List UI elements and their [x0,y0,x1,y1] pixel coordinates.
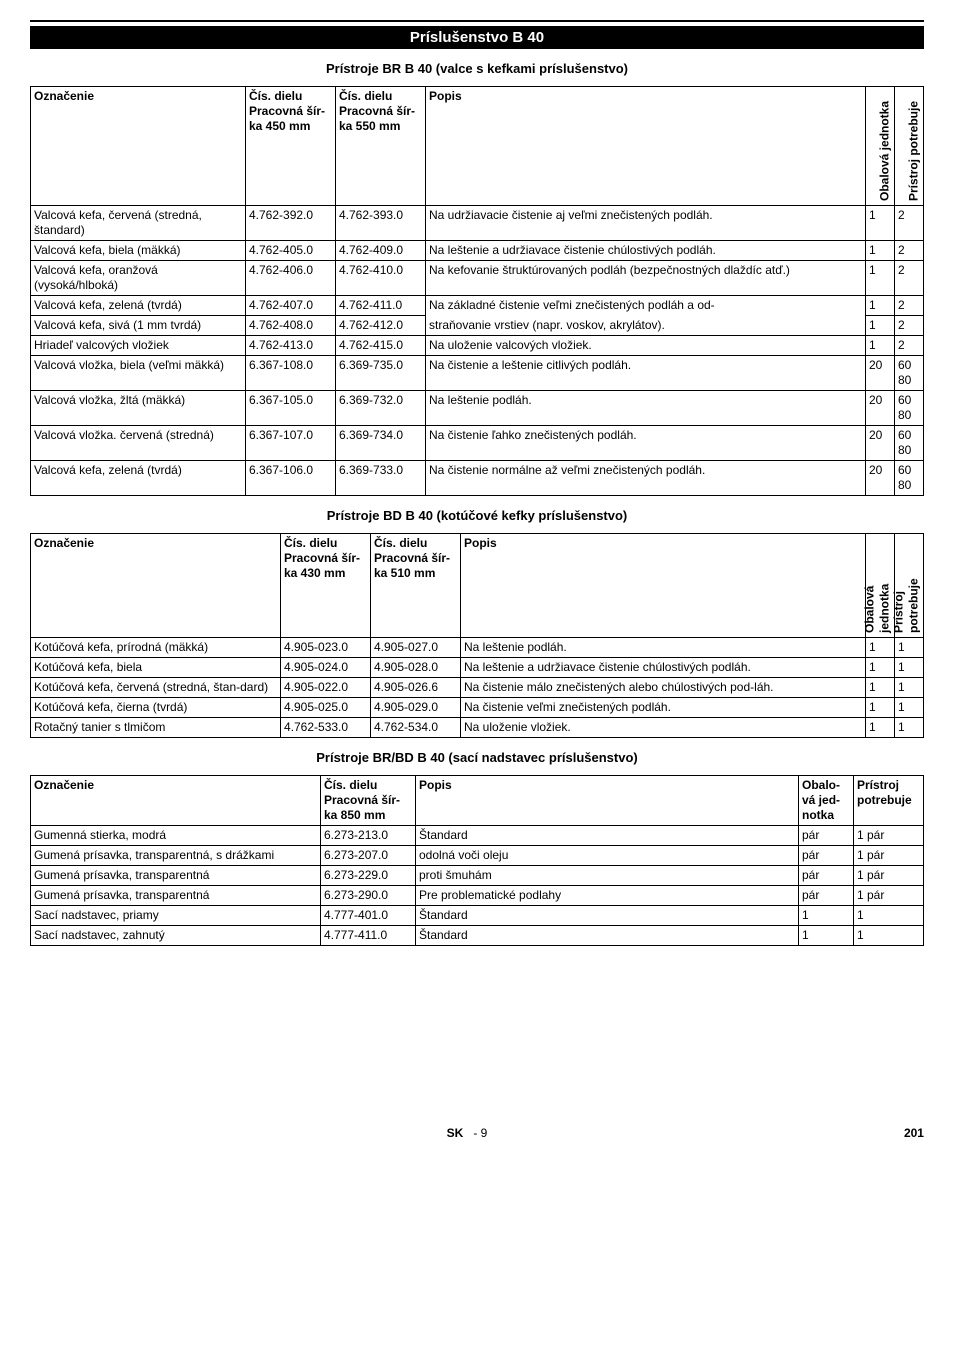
table-row: Kotúčová kefa, prírodná (mäkká)4.905-023… [31,638,924,658]
footer-right: 201 [904,1126,924,1140]
t1-h5: Obalová jednotka [866,87,895,206]
t1-h6: Prístroj potrebuje [895,87,924,206]
page-banner: Príslušenstvo B 40 [30,26,924,49]
table-row: Valcová kefa, sivá (1 mm tvrdá)4.762-408… [31,316,924,336]
table-row: Kotúčová kefa, čierna (tvrdá)4.905-025.0… [31,698,924,718]
t2-h6: Prístroj potrebuje [895,534,924,638]
table-row: Gumená prísavka, transparentná, s drážka… [31,846,924,866]
table3: Označenie Čís. dielu Pracovná šír- ka 85… [30,775,924,946]
table-row: Rotačný tanier s tlmičom4.762-533.04.762… [31,718,924,738]
section1-title: Prístroje BR B 40 (valce s kefkami prísl… [30,55,924,86]
table-row: Gumená prísavka, transparentná6.273-290.… [31,886,924,906]
table-row: Kotúčová kefa, biela4.905-024.04.905-028… [31,658,924,678]
table-row: Hriadeľ valcových vložiek4.762-413.04.76… [31,336,924,356]
top-rule [30,20,924,22]
t2-h2: Čís. dielu Pracovná šír- ka 430 mm [281,534,371,638]
table2: Označenie Čís. dielu Pracovná šír- ka 43… [30,533,924,738]
table-row: Gumená prísavka, transparentná6.273-229.… [31,866,924,886]
table-row: Valcová kefa, biela (mäkká)4.762-405.04.… [31,241,924,261]
t1-h2: Čís. dielu Pracovná šír- ka 450 mm [246,87,336,206]
t3-h4: Obalo-vá jed-notka [799,776,854,826]
t2-h1: Označenie [31,534,281,638]
table-row: Valcová vložka, biela (veľmi mäkká)6.367… [31,356,924,391]
t1-h1: Označenie [31,87,246,206]
t2-h3: Čís. dielu Pracovná šír- ka 510 mm [371,534,461,638]
t3-h3: Popis [416,776,799,826]
section2-title: Prístroje BD B 40 (kotúčové kefky príslu… [30,502,924,533]
t2-h5: Obalová jednotka [866,534,895,638]
page-footer: SK - 9 201 [30,1126,924,1140]
t1-h3: Čís. dielu Pracovná šír- ka 550 mm [336,87,426,206]
table-row: Kotúčová kefa, červená (stredná, štan-da… [31,678,924,698]
section3-title: Prístroje BR/BD B 40 (sací nadstavec prí… [30,744,924,775]
t3-h2: Čís. dielu Pracovná šír- ka 850 mm [321,776,416,826]
t2-h4: Popis [461,534,866,638]
footer-center: SK - 9 [447,1126,488,1140]
t1-h4: Popis [426,87,866,206]
table-row: Valcová vložka. červená (stredná)6.367-1… [31,426,924,461]
t3-h5: Prístroj potrebuje [854,776,924,826]
table-row: Valcová kefa, zelená (tvrdá)4.762-407.04… [31,296,924,316]
table1: Označenie Čís. dielu Pracovná šír- ka 45… [30,86,924,496]
table-row: Valcová kefa, červená (stredná, štandard… [31,206,924,241]
table-row: Sací nadstavec, priamy4.777-401.0Štandar… [31,906,924,926]
t3-h1: Označenie [31,776,321,826]
table-row: Sací nadstavec, zahnutý4.777-411.0Štanda… [31,926,924,946]
table-row: Valcová kefa, oranžová (vysoká/hlboká)4.… [31,261,924,296]
table-row: Valcová vložka, žltá (mäkká)6.367-105.06… [31,391,924,426]
table-row: Gumenná stierka, modrá6.273-213.0Štandar… [31,826,924,846]
table-row: Valcová kefa, zelená (tvrdá)6.367-106.06… [31,461,924,496]
